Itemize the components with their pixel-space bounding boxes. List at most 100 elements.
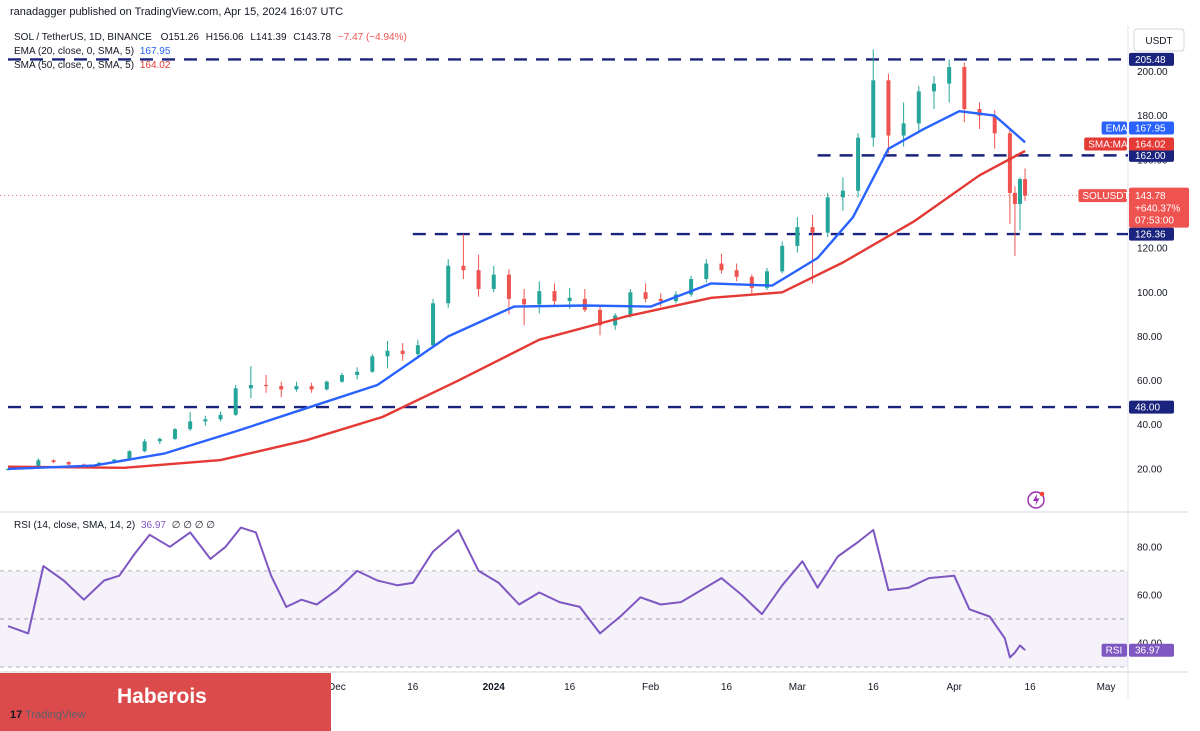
time-tick-label: 16 bbox=[407, 682, 419, 693]
candle-body[interactable] bbox=[127, 451, 132, 460]
currency-selector[interactable]: USDT bbox=[1133, 28, 1185, 52]
rsi-legend[interactable]: RSI (14, close, SMA, 14, 2) 36.97 ∅ ∅ ∅ … bbox=[14, 520, 215, 531]
candle-body[interactable] bbox=[188, 421, 193, 430]
candle-body[interactable] bbox=[324, 381, 329, 390]
candle-body[interactable] bbox=[157, 438, 162, 442]
symbol-side-label-text: SOLUSDT bbox=[1082, 191, 1129, 202]
candle-body[interactable] bbox=[385, 350, 390, 357]
ema-tag: 167.95 bbox=[1129, 121, 1174, 135]
footer-banner bbox=[0, 673, 331, 731]
candle-body[interactable] bbox=[537, 291, 542, 305]
candle-body[interactable] bbox=[446, 265, 451, 304]
price-tick-label: 20.00 bbox=[1137, 464, 1162, 475]
candle-body[interactable] bbox=[1012, 192, 1017, 204]
candle-body[interactable] bbox=[279, 386, 284, 390]
sma-line bbox=[7, 149, 1026, 469]
symbol-side-label-bg bbox=[1078, 189, 1127, 203]
candle-body[interactable] bbox=[704, 263, 709, 280]
candle-body[interactable] bbox=[1007, 133, 1012, 193]
price-tick-label: 60.00 bbox=[1137, 376, 1162, 387]
tradingview-logo[interactable]: 17 TradingView bbox=[10, 709, 86, 721]
candle-body[interactable] bbox=[233, 388, 238, 415]
candle-body[interactable] bbox=[1018, 179, 1022, 204]
candle-body[interactable] bbox=[461, 265, 466, 271]
candle-body[interactable] bbox=[218, 414, 223, 420]
candle-body[interactable] bbox=[294, 386, 299, 390]
candle-body[interactable] bbox=[901, 123, 906, 136]
candle-body[interactable] bbox=[598, 309, 603, 326]
candle-body[interactable] bbox=[658, 298, 663, 302]
candle-body[interactable] bbox=[339, 375, 344, 382]
level-tag-bg bbox=[1129, 148, 1174, 162]
candle-body[interactable] bbox=[491, 274, 496, 289]
candle-body[interactable] bbox=[977, 109, 982, 116]
candle-body[interactable] bbox=[248, 384, 253, 389]
candle-body[interactable] bbox=[51, 460, 56, 463]
candle-body[interactable] bbox=[719, 263, 724, 271]
sma-side-label-text: SMA:MA bbox=[1088, 140, 1128, 151]
candle-body[interactable] bbox=[795, 227, 800, 246]
rsi-legend-value: 36.97 bbox=[140, 520, 166, 531]
candle-body[interactable] bbox=[567, 297, 572, 302]
rsi-legend-extra: ∅ ∅ ∅ ∅ bbox=[171, 520, 215, 531]
candle-body[interactable] bbox=[172, 429, 177, 439]
candle-body[interactable] bbox=[66, 462, 71, 465]
candle-body[interactable] bbox=[962, 67, 967, 110]
candle-body[interactable] bbox=[765, 271, 769, 288]
candlestick-series[interactable] bbox=[6, 49, 1028, 471]
candle-body[interactable] bbox=[309, 386, 314, 390]
level-tag-bg bbox=[1129, 227, 1174, 241]
candle-body[interactable] bbox=[734, 270, 739, 277]
sma-tag-bg bbox=[1129, 137, 1174, 151]
symbol-legend: SOL / TetherUS, 1D, BINANCE O151.26 H156… bbox=[14, 32, 407, 43]
candle-body[interactable] bbox=[476, 270, 481, 289]
candle-body[interactable] bbox=[825, 197, 830, 233]
time-tick-label: Apr bbox=[946, 682, 962, 693]
tradingview-logo-icon: 17 bbox=[10, 709, 23, 721]
candle-body[interactable] bbox=[916, 91, 921, 124]
time-tick-label: Mar bbox=[789, 682, 807, 693]
current-price-value: 143.78 bbox=[1135, 191, 1166, 202]
candle-body[interactable] bbox=[36, 460, 41, 467]
candle-body[interactable] bbox=[1023, 179, 1028, 196]
candle-body[interactable] bbox=[871, 80, 876, 138]
candle-body[interactable] bbox=[947, 67, 952, 84]
candle-body[interactable] bbox=[400, 350, 405, 355]
current-price-countdown: 07:53:00 bbox=[1135, 216, 1174, 227]
tradingview-logo-text: TradingView bbox=[25, 709, 86, 721]
ema-tag-value: 167.95 bbox=[1135, 124, 1166, 135]
candle-body[interactable] bbox=[856, 137, 861, 191]
candle-body[interactable] bbox=[992, 115, 997, 134]
candle-body[interactable] bbox=[810, 227, 815, 233]
rsi-tag: 36.97 bbox=[1129, 643, 1174, 657]
candle-body[interactable] bbox=[264, 384, 269, 387]
sma-tag-value: 164.02 bbox=[1135, 140, 1166, 151]
candle-body[interactable] bbox=[931, 83, 936, 92]
ema-legend-value: 167.95 bbox=[139, 46, 171, 57]
candle-body[interactable] bbox=[6, 469, 10, 471]
candle-body[interactable] bbox=[552, 291, 557, 302]
ema-tag-bg bbox=[1129, 121, 1174, 135]
candle-body[interactable] bbox=[522, 298, 527, 305]
candle-body[interactable] bbox=[840, 190, 845, 198]
candle-body[interactable] bbox=[643, 292, 648, 299]
ohlc-high: H156.06 bbox=[205, 32, 244, 43]
candle-body[interactable] bbox=[689, 279, 694, 295]
lightning-icon[interactable] bbox=[1027, 491, 1045, 509]
level-tag: 126.36 bbox=[1129, 227, 1174, 241]
candle-body[interactable] bbox=[142, 441, 147, 452]
candle-body[interactable] bbox=[506, 274, 511, 299]
candle-body[interactable] bbox=[415, 345, 420, 355]
candle-body[interactable] bbox=[886, 80, 891, 136]
candle-body[interactable] bbox=[749, 276, 754, 288]
candle-body[interactable] bbox=[780, 245, 785, 272]
candle-body[interactable] bbox=[370, 356, 375, 372]
sma-legend[interactable]: SMA (50, close, 0, SMA, 5) 164.02 bbox=[14, 60, 170, 71]
candle-body[interactable] bbox=[355, 371, 360, 376]
candle-body[interactable] bbox=[203, 419, 208, 422]
candle-body[interactable] bbox=[431, 303, 436, 346]
candle-body[interactable] bbox=[628, 292, 633, 316]
ema-legend[interactable]: EMA (20, close, 0, SMA, 5) 167.95 bbox=[14, 46, 170, 57]
